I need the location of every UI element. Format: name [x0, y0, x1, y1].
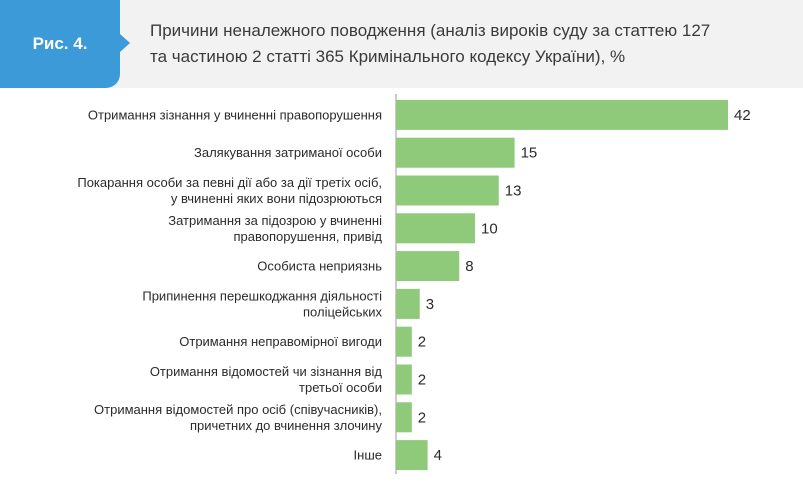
chart-title: Причини неналежного поводження (аналіз в… [150, 21, 711, 66]
figure-header: Рис. 4. Причини неналежного поводження (… [0, 0, 803, 88]
value-label-6: 2 [418, 334, 426, 351]
category-label-line: Залякування затриманої особи [194, 145, 382, 160]
category-label-line: Отримання відомостей про осіб (співучасн… [94, 402, 382, 417]
category-label-9: Інше [354, 448, 382, 463]
bar-8 [396, 402, 412, 433]
category-label-line: причетних до вчинення злочину [190, 418, 383, 433]
bar-0 [396, 99, 728, 130]
value-label-4: 8 [465, 258, 473, 275]
value-label-9: 4 [434, 447, 442, 464]
bar-9 [396, 440, 428, 471]
bar-6 [396, 326, 412, 357]
value-label-7: 2 [418, 372, 426, 389]
category-label-line: правопорушення, привід [233, 229, 382, 244]
figure-label: Рис. 4. [32, 34, 88, 53]
category-label-0: Отримання зізнання у вчиненні правопоруш… [88, 107, 382, 122]
category-label-line: поліцейських [303, 304, 382, 319]
value-label-8: 2 [418, 409, 426, 426]
category-label-line: Затримання за підозрою у вчиненні [168, 213, 382, 228]
bar-1 [396, 137, 515, 168]
bar-2 [396, 175, 499, 206]
category-label-line: у вчиненні яких вони підозрюються [171, 191, 382, 206]
category-label-line: Покарання особи за певні дії або за дії … [77, 175, 382, 190]
category-label-8: Отримання відомостей про осіб (співучасн… [94, 402, 382, 433]
badge-arrow-icon [120, 34, 130, 52]
category-label-7: Отримання відомостей чи зізнання від трет… [150, 364, 383, 395]
category-label-line: Отримання зізнання у вчиненні правопоруш… [88, 107, 382, 122]
value-label-5: 3 [426, 296, 434, 313]
category-label-line: Отримання неправомірної вигоди [179, 334, 382, 349]
category-label-1: Залякування затриманої особи [194, 145, 382, 160]
category-label-4: Особиста неприязнь [257, 259, 382, 274]
bar-3 [396, 213, 476, 244]
category-label-5: Припинення перешкоджання діяльності поліц… [142, 288, 382, 319]
value-label-3: 10 [481, 220, 498, 237]
figure-badge [0, 0, 120, 88]
category-label-3: Затримання за підозрою у вчиненні правопо… [168, 213, 382, 244]
bar-5 [396, 288, 420, 319]
bar-7 [396, 364, 412, 395]
value-label-2: 13 [505, 183, 522, 200]
value-label-0: 42 [734, 107, 751, 124]
category-label-line: Припинення перешкоджання діяльності [142, 288, 382, 303]
category-label-line: Інше [354, 448, 382, 463]
category-label-line: Особиста неприязнь [257, 259, 382, 274]
category-label-6: Отримання неправомірної вигоди [179, 334, 382, 349]
bar-4 [396, 251, 460, 282]
category-label-line: Отримання відомостей чи зізнання від [150, 364, 383, 379]
value-label-1: 15 [521, 145, 538, 162]
category-label-line: третьої особи [299, 380, 382, 395]
category-label-2: Покарання особи за певні дії або за дії … [77, 175, 382, 206]
